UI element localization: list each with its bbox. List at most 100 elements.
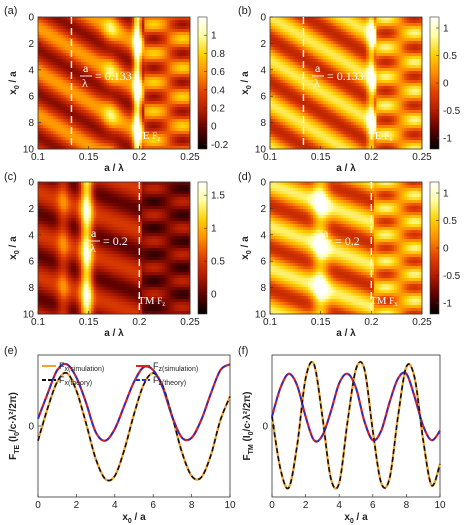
polarization-tag-a: TE Fz: [136, 130, 160, 143]
x-tick-label: 0: [35, 500, 41, 511]
ratio-denominator: λ: [82, 76, 88, 90]
x-axis-label: x0 / a: [122, 512, 146, 525]
colorbar-tick-label: 0.4: [211, 85, 225, 96]
ratio-numerator: a: [91, 226, 97, 240]
y-tick-label: 2: [260, 39, 266, 50]
colorbar-tick-label: 1: [443, 189, 449, 200]
heatmap-cells-c: [38, 182, 191, 315]
x-tick-label: 0.1: [263, 152, 277, 163]
ratio-annotation-c: aλ = 0.2: [88, 226, 128, 255]
colorbar-c: [197, 181, 208, 315]
y-tick-label: 4: [28, 65, 34, 76]
ratio-denominator: λ: [322, 241, 328, 255]
y-tick-label: 0: [28, 178, 34, 189]
x-tick-label: 2: [303, 500, 309, 511]
ratio-numerator: a: [83, 61, 89, 75]
colorbar-tick-label: 1: [211, 31, 217, 42]
series-line-fxtheory: [37, 372, 231, 482]
x-tick-label: 0.25: [180, 152, 200, 163]
x-tick-label: 0.25: [412, 152, 432, 163]
y-tick-label: 4: [260, 65, 266, 76]
y-tick-label: 2: [28, 204, 34, 215]
colorbar-tick-label: 1: [211, 224, 217, 235]
panel-label-d: (d): [238, 171, 251, 183]
x-tick-label: 4: [112, 500, 118, 511]
y-tick-label: 6: [28, 92, 34, 103]
y-tick-label: 6: [260, 257, 266, 268]
panel-f: (f) 0 2 4 6 8 10 0 x0 / a FTM (I0/c·λ²/2π): [238, 345, 446, 525]
y-axis-label: FTE (I0/c·λ²/2π): [8, 392, 21, 460]
y-axis-label: x0 / a: [240, 236, 253, 260]
y-tick-label: 0: [28, 422, 34, 433]
colorbar-tick-label: -0.2: [211, 140, 229, 151]
y-axis-label: x0 / a: [240, 71, 253, 95]
colorbar-tick-label: 0: [443, 244, 449, 255]
x-tick-label: 0.25: [180, 317, 200, 328]
x-tick-label: 0.2: [132, 317, 146, 328]
legend-entry: Fz(simulation): [153, 361, 198, 373]
y-tick-label: 10: [23, 310, 35, 321]
series-line-fxtheory: [271, 361, 441, 490]
colorbar-tick-label: 1.5: [211, 191, 225, 202]
ratio-value: = 0.133: [327, 69, 364, 83]
colorbar-tick-label: 0: [443, 79, 449, 90]
x-tick-label: 0.1: [31, 317, 45, 328]
panel-label-f: (f): [238, 345, 248, 357]
colorbar-tick-label: 0.6: [211, 67, 225, 78]
x-axis-label: a / λ: [104, 163, 124, 174]
y-tick-label: 8: [28, 283, 34, 294]
x-tick-label: 0.1: [263, 317, 277, 328]
colorbar-tick-label: 0.5: [211, 257, 225, 268]
x-tick-label: 6: [150, 500, 156, 511]
panel-label-e: (e): [4, 345, 17, 357]
polarization-tag-b: TE Fx: [368, 130, 393, 143]
panel-e: (e) 0 2 4 6 8 10 0 x0 / a FTE (I0/c·λ²/2π): [4, 345, 236, 525]
colorbar-tick-label: 0: [211, 122, 217, 133]
y-tick-label: 4: [28, 230, 34, 241]
y-tick-label: 0: [260, 178, 266, 189]
y-tick-label: 2: [260, 204, 266, 215]
colorbar-tick-label: 1: [443, 24, 449, 35]
y-axis-label: FTM (I0/c·λ²/2π): [242, 392, 255, 461]
ratio-value: = 0.2: [335, 234, 360, 248]
colorbar-tick-label: -0.5: [443, 106, 461, 117]
series-line-fzsimulation: [270, 371, 441, 443]
ratio-annotation-a: aλ = 0.133: [80, 61, 132, 90]
x-tick-label: 0.2: [132, 152, 146, 163]
x-tick-label: 0: [269, 500, 275, 511]
y-tick-label: 2: [28, 39, 34, 50]
ratio-numerator: a: [323, 226, 329, 240]
colorbar-tick-label: 0.8: [211, 49, 225, 60]
y-axis-label: x0 / a: [8, 71, 21, 95]
x-tick-label: 0.25: [412, 317, 432, 328]
y-tick-label: 6: [260, 92, 266, 103]
x-tick-label: 0.2: [364, 152, 378, 163]
ratio-denominator: λ: [314, 76, 320, 90]
heatmap-cells-b: [270, 17, 423, 150]
colorbar-tick-label: 0: [211, 290, 217, 301]
x-axis-label: a / λ: [336, 163, 356, 174]
colorbar-tick-label: -1: [443, 134, 452, 145]
x-tick-label: 0.15: [79, 152, 99, 163]
y-tick-label: 8: [260, 118, 266, 129]
x-tick-label: 10: [434, 500, 446, 511]
y-tick-label: 10: [255, 310, 267, 321]
series-line-fztheory: [37, 363, 231, 442]
ratio-denominator: λ: [90, 241, 96, 255]
polarization-tag-c: TM Fz: [138, 295, 165, 308]
x-tick-label: 10: [224, 500, 236, 511]
x-tick-label: 0.15: [311, 317, 331, 328]
panel-label-c: (c): [4, 171, 17, 183]
heatmap-cells-a: [38, 17, 191, 150]
ratio-annotation-b: aλ = 0.133: [312, 61, 364, 90]
x-axis-label: a / λ: [104, 328, 124, 339]
heatmap-cells-d: [270, 182, 423, 315]
y-tick-label: 4: [260, 230, 266, 241]
panel-label-a: (a): [4, 5, 17, 17]
y-tick-label: 0: [260, 13, 266, 24]
y-tick-label: 6: [28, 257, 34, 268]
